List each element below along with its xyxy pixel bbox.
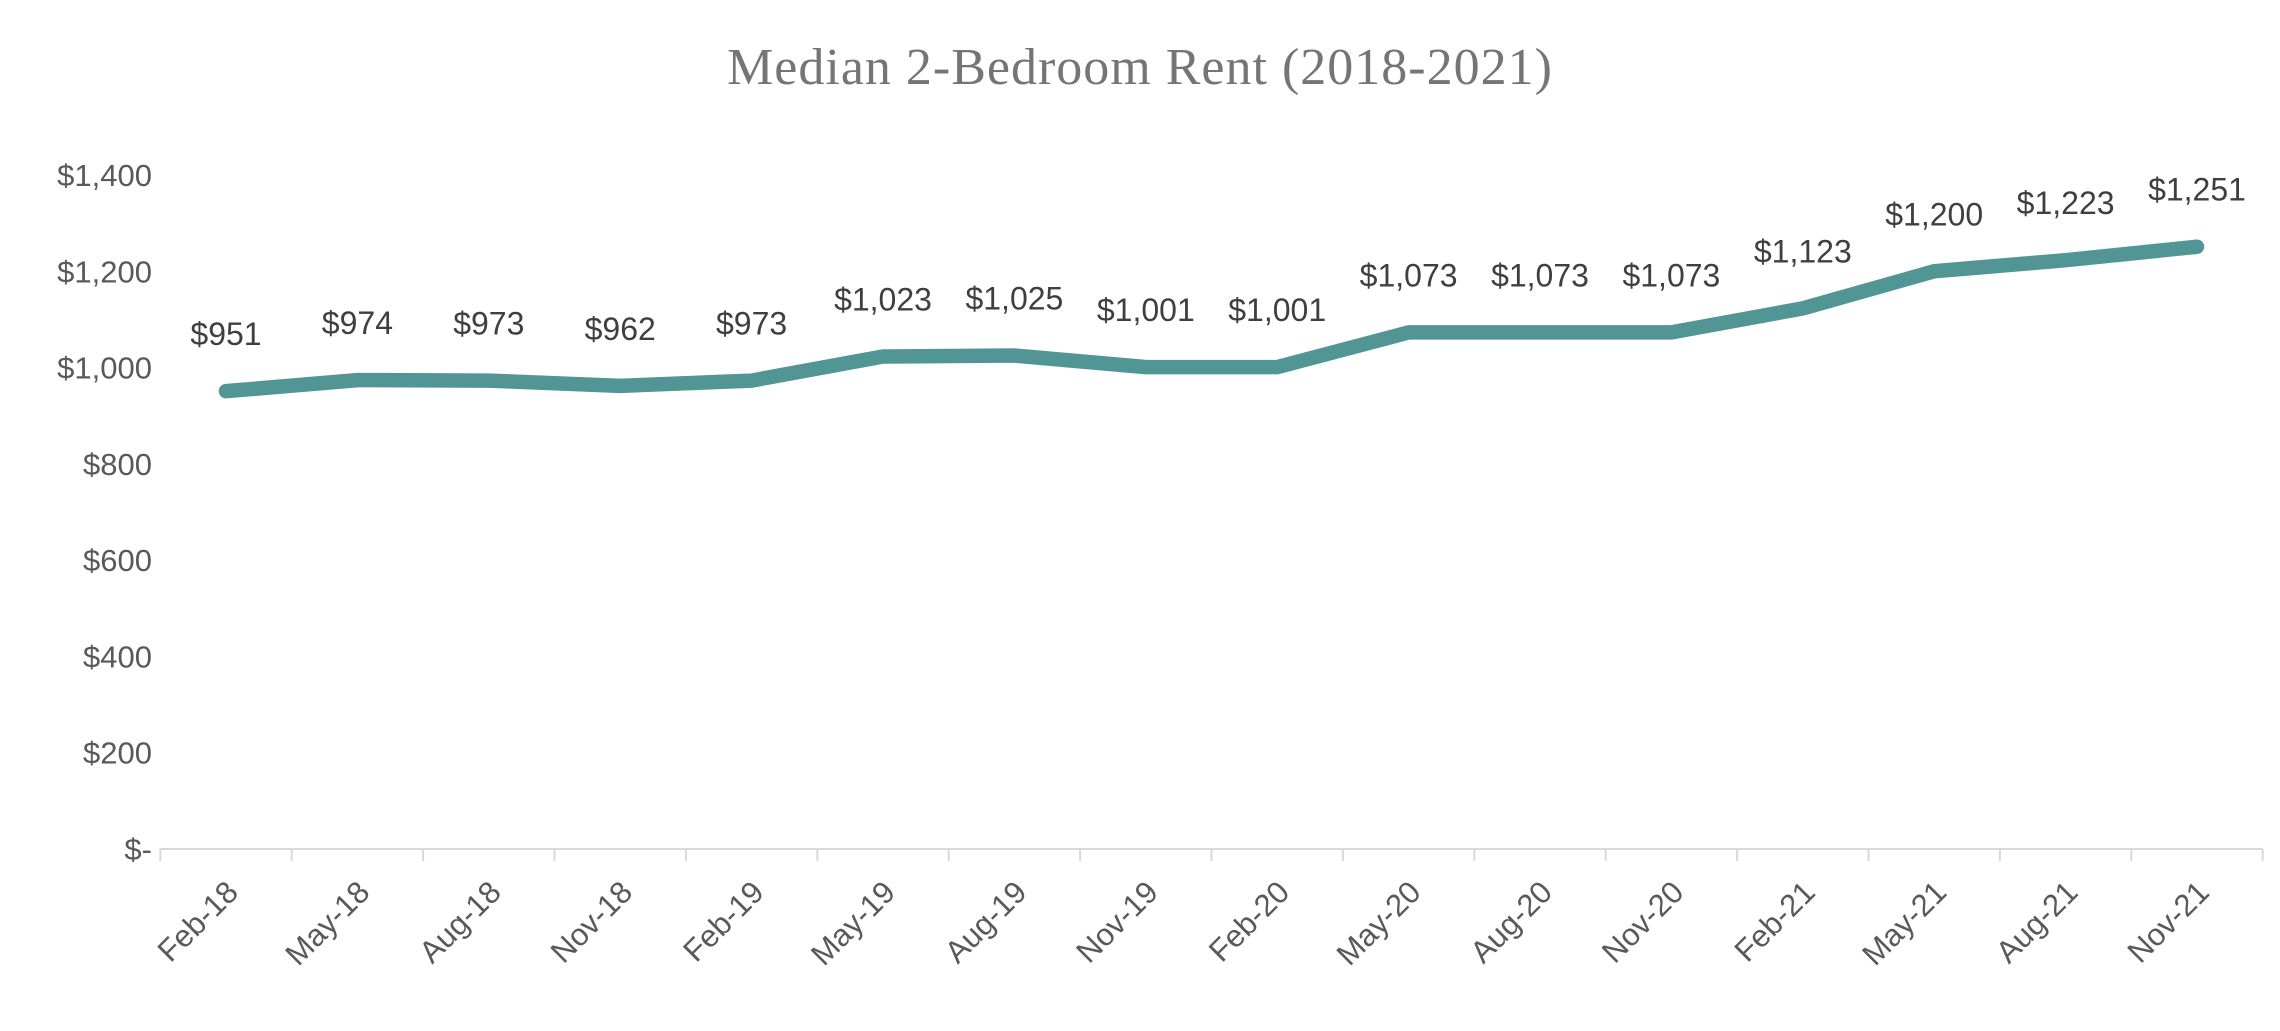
x-axis-label: Feb-21 [1728,874,1822,968]
data-label: $1,223 [2017,185,2115,221]
y-axis-label: $1,000 [57,351,152,386]
x-axis-label: Feb-20 [1202,874,1296,968]
x-axis-label: Nov-18 [544,874,639,969]
y-axis-label: $1,400 [57,158,152,193]
data-label: $951 [190,316,261,352]
data-label: $973 [716,306,787,342]
data-label: $974 [322,305,393,341]
x-axis-label: May-19 [804,874,902,972]
data-label: $1,025 [965,281,1063,317]
data-label: $1,251 [2148,172,2246,208]
x-axis-label: Feb-18 [151,874,245,968]
data-label: $1,001 [1228,292,1326,328]
series-line [218,239,2205,399]
data-label: $1,073 [1360,257,1458,293]
x-axis-label: May-20 [1330,874,1428,972]
x-axis-label: Nov-19 [1069,874,1164,969]
data-label: $1,200 [1885,196,1983,232]
x-axis-label: Aug-20 [1464,874,1559,969]
y-axis-label: $400 [83,639,152,674]
y-axis-label: $- [124,832,152,867]
x-axis-label: Nov-20 [1595,874,1690,969]
y-axis-label: $1,200 [57,254,152,289]
x-axis-label: Aug-21 [1989,874,2084,969]
x-axis-label: May-21 [1855,874,1953,972]
x-axis-label: May-18 [279,874,377,972]
data-label: $962 [585,311,656,347]
y-axis-label: $200 [83,736,152,771]
data-label: $1,073 [1491,257,1589,293]
data-label: $1,073 [1622,257,1720,293]
chart-title: Median 2-Bedroom Rent (2018-2021) [727,39,1553,96]
data-label: $1,001 [1097,292,1195,328]
x-axis-label: Aug-19 [938,874,1033,969]
y-axis-label: $800 [83,447,152,482]
x-axis-label: Nov-21 [2121,874,2216,969]
data-label: $973 [453,306,524,342]
data-label: $1,023 [834,281,932,317]
data-label: $1,123 [1754,233,1852,269]
x-axis-label: Feb-19 [676,874,770,968]
y-axis-label: $600 [83,543,152,578]
x-axis-label: Aug-18 [412,874,507,969]
